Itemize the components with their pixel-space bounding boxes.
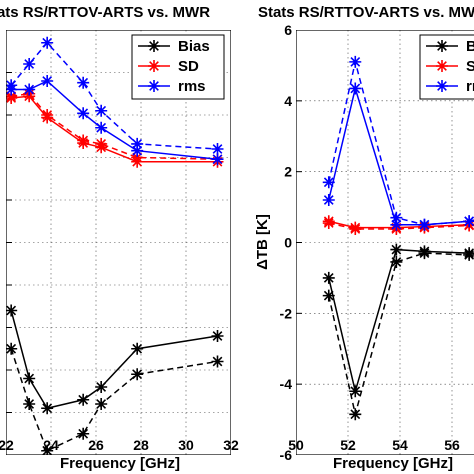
plot-area-right bbox=[296, 30, 474, 455]
data-point bbox=[322, 194, 335, 206]
tick-label-x: 24 bbox=[43, 437, 59, 453]
data-point bbox=[131, 368, 144, 381]
legend-marker-bias bbox=[148, 40, 160, 52]
legend-marker-sd bbox=[148, 60, 160, 72]
data-point bbox=[322, 176, 335, 189]
plot-area-left bbox=[6, 30, 231, 455]
tick-label-x: 56 bbox=[444, 437, 460, 453]
legend-marker-rms bbox=[148, 80, 160, 92]
panel-right: Stats RS/RTTOV-ARTS vs. MWR5052545658-6-… bbox=[254, 4, 474, 472]
data-point bbox=[23, 398, 36, 410]
data-point bbox=[349, 223, 362, 236]
data-point bbox=[131, 144, 144, 157]
data-point bbox=[95, 137, 108, 150]
data-point bbox=[6, 342, 18, 355]
data-point bbox=[95, 381, 108, 393]
data-point bbox=[418, 247, 431, 260]
legend-label-sd: SD bbox=[178, 58, 199, 75]
tick-label-x: 26 bbox=[88, 437, 104, 453]
data-point bbox=[41, 444, 54, 455]
data-point bbox=[463, 215, 474, 228]
data-point bbox=[131, 137, 144, 150]
legend-label-bias: Bias bbox=[466, 38, 474, 55]
data-point bbox=[322, 217, 335, 230]
data-point bbox=[23, 58, 36, 70]
legend-marker-rms bbox=[436, 80, 448, 92]
tick-label-x: 32 bbox=[223, 437, 239, 453]
tick-label-x: 28 bbox=[133, 437, 149, 453]
series-bias-solid bbox=[6, 304, 224, 415]
chart-title: Stats RS/RTTOV-ARTS vs. MWR bbox=[258, 4, 474, 21]
data-point bbox=[41, 36, 54, 49]
chart-title: Stats RS/RTTOV-ARTS vs. MWR bbox=[0, 4, 210, 21]
data-point bbox=[41, 402, 54, 415]
data-point bbox=[6, 304, 18, 317]
axis-label-y: ΔTB [K] bbox=[254, 214, 271, 270]
data-point bbox=[77, 393, 90, 406]
plot-background bbox=[296, 30, 474, 455]
tick-label-x: 52 bbox=[340, 437, 356, 453]
data-point bbox=[95, 104, 108, 117]
tick-label-y: 4 bbox=[284, 93, 292, 109]
axis-label-x: Frequency [GHz] bbox=[60, 455, 180, 472]
data-point bbox=[41, 109, 54, 121]
axis-label-x: Frequency [GHz] bbox=[333, 455, 453, 472]
data-point bbox=[322, 289, 335, 302]
tick-label-y: -2 bbox=[280, 305, 293, 321]
series-rms-dashed bbox=[322, 55, 474, 231]
data-point bbox=[131, 342, 144, 355]
legend-left: Bias SD rms bbox=[131, 34, 225, 100]
tick-label-y: 6 bbox=[284, 22, 292, 38]
legend-label-sd: SD bbox=[466, 58, 474, 75]
data-point bbox=[418, 218, 431, 231]
series-bias-dashed bbox=[6, 342, 224, 455]
legend-label-rms: rms bbox=[466, 78, 474, 95]
data-point bbox=[349, 55, 362, 68]
data-point bbox=[23, 83, 36, 96]
data-point bbox=[349, 82, 362, 95]
tick-label-y: 0 bbox=[284, 235, 292, 251]
data-point bbox=[211, 355, 224, 368]
tick-label-x: 22 bbox=[0, 437, 14, 453]
series-rms-dashed bbox=[6, 36, 224, 155]
tick-label-x: 30 bbox=[178, 437, 194, 453]
tick-label-x: 54 bbox=[392, 437, 408, 453]
data-point bbox=[322, 271, 335, 284]
legend-marker-sd bbox=[436, 60, 448, 72]
series-bias-dashed bbox=[322, 247, 474, 421]
data-point bbox=[6, 79, 18, 92]
tick-label-y: 2 bbox=[284, 164, 292, 180]
data-point bbox=[95, 398, 108, 410]
data-point bbox=[390, 211, 403, 224]
data-point bbox=[95, 121, 108, 134]
legend-right: Bias SD rms bbox=[419, 34, 474, 100]
data-point bbox=[211, 143, 224, 155]
legend-label-bias: Bias bbox=[178, 38, 210, 55]
data-point bbox=[41, 75, 54, 87]
data-point bbox=[211, 153, 224, 166]
legend-label-rms: rms bbox=[178, 78, 206, 95]
tick-label-x: 50 bbox=[288, 437, 304, 453]
tick-label-y: -4 bbox=[280, 376, 293, 392]
data-point bbox=[463, 248, 474, 261]
data-point bbox=[390, 243, 403, 256]
data-point bbox=[349, 408, 362, 421]
panel-left: Stats RS/RTTOV-ARTS vs. MWR 22 24 26 28 30 32 F… bbox=[0, 4, 239, 472]
data-point bbox=[211, 330, 224, 342]
data-point bbox=[77, 76, 90, 89]
data-point bbox=[77, 427, 90, 440]
data-point bbox=[23, 372, 36, 385]
data-point bbox=[390, 218, 403, 231]
data-point bbox=[77, 107, 90, 120]
data-point bbox=[6, 90, 18, 103]
data-point bbox=[390, 255, 403, 268]
data-point bbox=[131, 151, 144, 164]
data-point bbox=[77, 134, 90, 147]
series-line bbox=[328, 252, 474, 415]
legend-marker-bias bbox=[436, 40, 448, 52]
tick-label-y: -6 bbox=[280, 447, 293, 463]
data-point bbox=[349, 385, 362, 398]
